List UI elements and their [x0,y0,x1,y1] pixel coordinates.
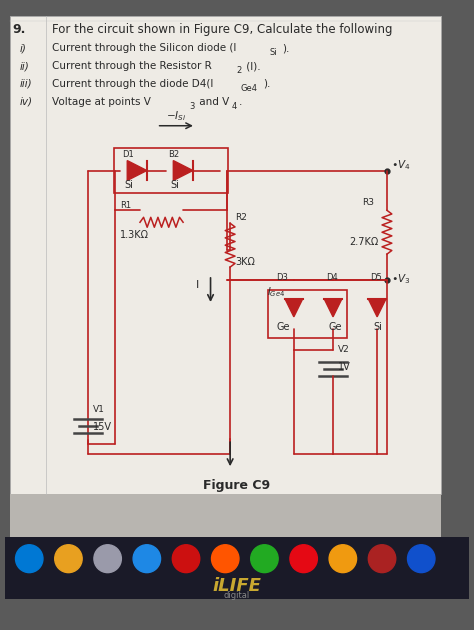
Text: V2: V2 [338,345,350,353]
Text: R3: R3 [363,198,374,207]
Text: 1V: 1V [338,362,351,372]
Text: 2.7KΩ: 2.7KΩ [350,237,379,247]
FancyBboxPatch shape [9,494,441,539]
Text: (I).: (I). [243,61,261,71]
Text: For the circuit shown in Figure C9, Calculate the following: For the circuit shown in Figure C9, Calc… [52,23,392,36]
Circle shape [55,545,82,573]
Text: D4: D4 [326,273,338,282]
Text: B2: B2 [168,149,180,159]
Circle shape [408,545,435,573]
Circle shape [211,545,239,573]
Text: Si: Si [269,48,277,57]
Text: Ge4: Ge4 [241,84,258,93]
Text: Si: Si [373,322,382,332]
Circle shape [173,545,200,573]
Text: $\bullet V_4$: $\bullet V_4$ [391,159,410,173]
Text: Ge: Ge [328,322,342,332]
Circle shape [16,545,43,573]
Text: V1: V1 [93,405,105,415]
Text: R1: R1 [120,202,131,210]
Text: $\bullet V_3$: $\bullet V_3$ [391,272,410,286]
Circle shape [329,545,356,573]
Text: Voltage at points V: Voltage at points V [52,97,151,107]
Text: 2: 2 [236,66,241,75]
Circle shape [133,545,161,573]
Text: digital: digital [224,590,250,600]
Text: 9.: 9. [13,23,26,36]
Text: Current through the Resistor R: Current through the Resistor R [52,61,211,71]
Text: Si: Si [171,180,180,190]
Text: I: I [196,280,199,290]
Text: 4: 4 [232,102,237,111]
Text: .: . [239,97,242,107]
Text: Si: Si [125,180,134,190]
Text: D5: D5 [370,273,382,282]
Polygon shape [368,299,386,317]
Text: $I_{Ge4}$: $I_{Ge4}$ [267,285,286,299]
Text: Ge: Ge [276,322,290,332]
Text: and V: and V [196,97,229,107]
Text: R2: R2 [235,214,247,222]
Text: iLIFE: iLIFE [212,576,262,595]
Polygon shape [173,161,193,180]
Text: 1.3KΩ: 1.3KΩ [120,230,149,240]
Polygon shape [127,161,147,180]
Text: ).: ). [282,43,290,53]
Polygon shape [324,299,342,317]
Circle shape [251,545,278,573]
Text: Current through the Silicon diode (I: Current through the Silicon diode (I [52,43,236,53]
Circle shape [94,545,121,573]
Text: D1: D1 [122,149,134,159]
Text: Figure C9: Figure C9 [203,479,271,492]
Text: ii): ii) [19,61,29,71]
Text: 3: 3 [189,102,194,111]
FancyBboxPatch shape [9,16,441,494]
Text: 3KΩ: 3KΩ [235,257,255,267]
FancyBboxPatch shape [5,537,469,598]
Text: D3: D3 [276,273,288,282]
Text: ).: ). [264,79,271,89]
Text: $- I_{Si}$: $- I_{Si}$ [166,109,187,123]
Text: i): i) [19,43,27,53]
Circle shape [290,545,318,573]
Circle shape [368,545,396,573]
Text: Current through the diode D4(I: Current through the diode D4(I [52,79,213,89]
Text: 15V: 15V [93,422,112,432]
Text: iii): iii) [19,79,32,89]
Text: iv): iv) [19,97,32,107]
Polygon shape [285,299,303,317]
